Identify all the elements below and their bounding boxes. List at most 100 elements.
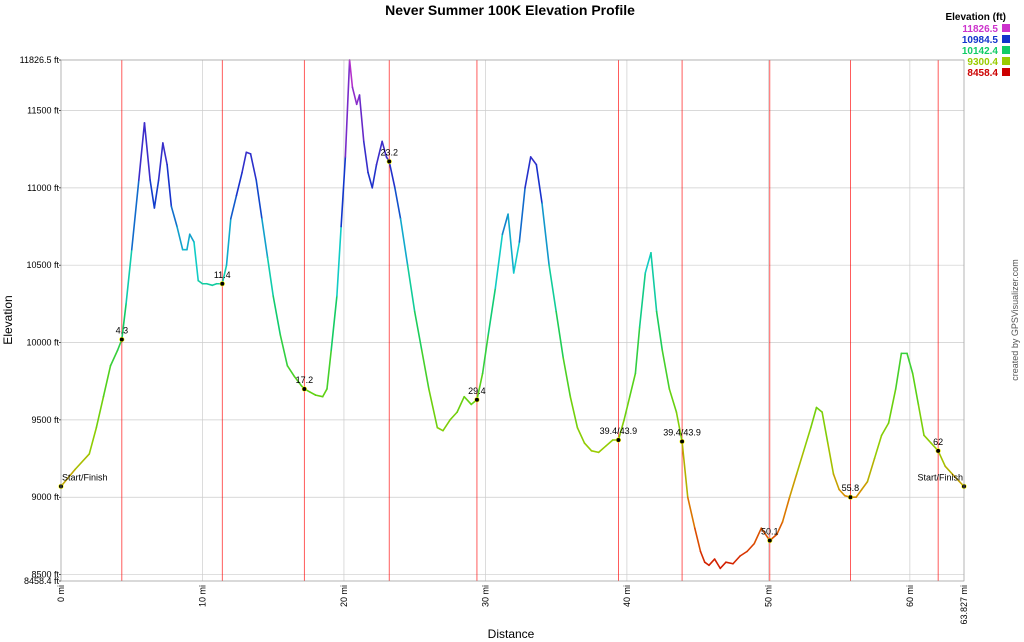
profile-segment [309, 391, 317, 396]
waypoint-label: 11.4 [214, 270, 231, 280]
profile-segment [719, 561, 727, 570]
profile-segment [351, 86, 358, 106]
legend-entry-label: 8458.4 [967, 68, 998, 79]
profile-segment [367, 171, 374, 189]
y-tick-label: 11826.5 ft [20, 55, 60, 65]
profile-segment [569, 395, 579, 429]
profile-segment [524, 156, 532, 189]
x-tick-label: 0 mi [56, 585, 66, 602]
profile-segment [832, 473, 840, 491]
y-tick-label: 11000 ft [27, 183, 59, 193]
profile-segment [340, 156, 347, 228]
profile-segment [535, 163, 543, 205]
profile-segment [420, 349, 430, 390]
profile-segment [130, 179, 140, 251]
x-tick-label: 50 mi [763, 585, 773, 607]
profile-segment [413, 310, 423, 352]
profile-segment [205, 282, 214, 287]
profile-segment [157, 142, 164, 181]
profile-segment [436, 426, 444, 432]
profile-segment [681, 440, 689, 499]
x-tick-label: 40 mi [622, 585, 632, 607]
x-tick-label: 10 mi [197, 585, 207, 607]
profile-segment [675, 411, 683, 443]
profile-segment [937, 450, 947, 468]
profile-segment [739, 550, 748, 557]
profile-segment [143, 122, 151, 181]
profile-segment [321, 388, 328, 398]
profile-segment [336, 225, 342, 297]
waypoint-marker [119, 336, 125, 343]
profile-segment [388, 160, 396, 189]
profile-segment [442, 419, 451, 432]
grid [60, 59, 965, 582]
profile-segment [644, 252, 652, 274]
profile-segment [555, 310, 565, 359]
profile-segment [125, 248, 133, 305]
profile-segment [951, 473, 965, 488]
x-tick-label: 63.827 mi [959, 585, 969, 625]
profile-segment [121, 303, 127, 341]
profile-segment [873, 434, 883, 460]
profile-segment [293, 375, 303, 387]
profile-segment [795, 450, 805, 475]
profile-segment [906, 352, 914, 375]
waypoint-marker [474, 397, 480, 403]
profile-segment [102, 364, 112, 398]
profile-segment [235, 171, 243, 197]
profile-segment [394, 187, 402, 220]
waypoint-label: 29.4 [468, 386, 486, 396]
profile-segment [286, 364, 296, 378]
profile-segment [358, 94, 365, 143]
profile-segment [279, 334, 289, 367]
profile-segment [381, 140, 388, 158]
profile-segment [821, 411, 829, 444]
profile-segment [463, 395, 473, 406]
profile-segment [604, 439, 614, 447]
profile-segment [507, 213, 515, 274]
profile-segment [153, 179, 160, 209]
profile-segment [855, 488, 863, 499]
profile-segment [176, 225, 184, 251]
legend-title: Elevation (ft) [945, 12, 1006, 23]
profile-segment [827, 442, 835, 475]
profile-segment [917, 403, 925, 437]
profile-segment [476, 372, 484, 401]
profile-segment [406, 264, 416, 313]
profile-segment [894, 352, 903, 390]
profile-segment [330, 295, 338, 352]
x-tick-label: 60 mi [905, 585, 915, 607]
profile-segment [149, 179, 156, 209]
waypoint-marker [615, 437, 622, 443]
profile-segment [188, 233, 195, 243]
profile-segment [699, 550, 706, 563]
waypoint-label: 55.8 [842, 483, 860, 493]
profile-segment [694, 527, 702, 553]
profile-segment [703, 561, 710, 567]
profile-segment [512, 241, 521, 274]
profile-segment [860, 480, 869, 491]
y-tick-label: 9000 ft [31, 492, 59, 502]
y-tick-label: 11500 ft [27, 106, 59, 116]
profile-segment [362, 140, 369, 174]
profile-segment [348, 59, 354, 89]
profile-segment [518, 187, 526, 243]
profile-segment [638, 272, 647, 328]
waypoint-label: 62 [933, 437, 943, 447]
waypoint-marker [767, 537, 773, 544]
profile-segment [225, 217, 232, 266]
profile-segment [661, 349, 671, 390]
profile-segment [725, 561, 734, 565]
profile-segment [781, 496, 791, 523]
legend-swatch [1002, 46, 1010, 54]
profile-segment [597, 445, 607, 454]
profile-segment [911, 372, 920, 406]
profile-segment [241, 151, 248, 174]
profile-segment [541, 202, 550, 266]
profile-segment [815, 406, 823, 413]
profile-segment [944, 465, 954, 475]
profile-segment [109, 349, 119, 367]
legend-entry-label: 10142.4 [962, 46, 999, 57]
